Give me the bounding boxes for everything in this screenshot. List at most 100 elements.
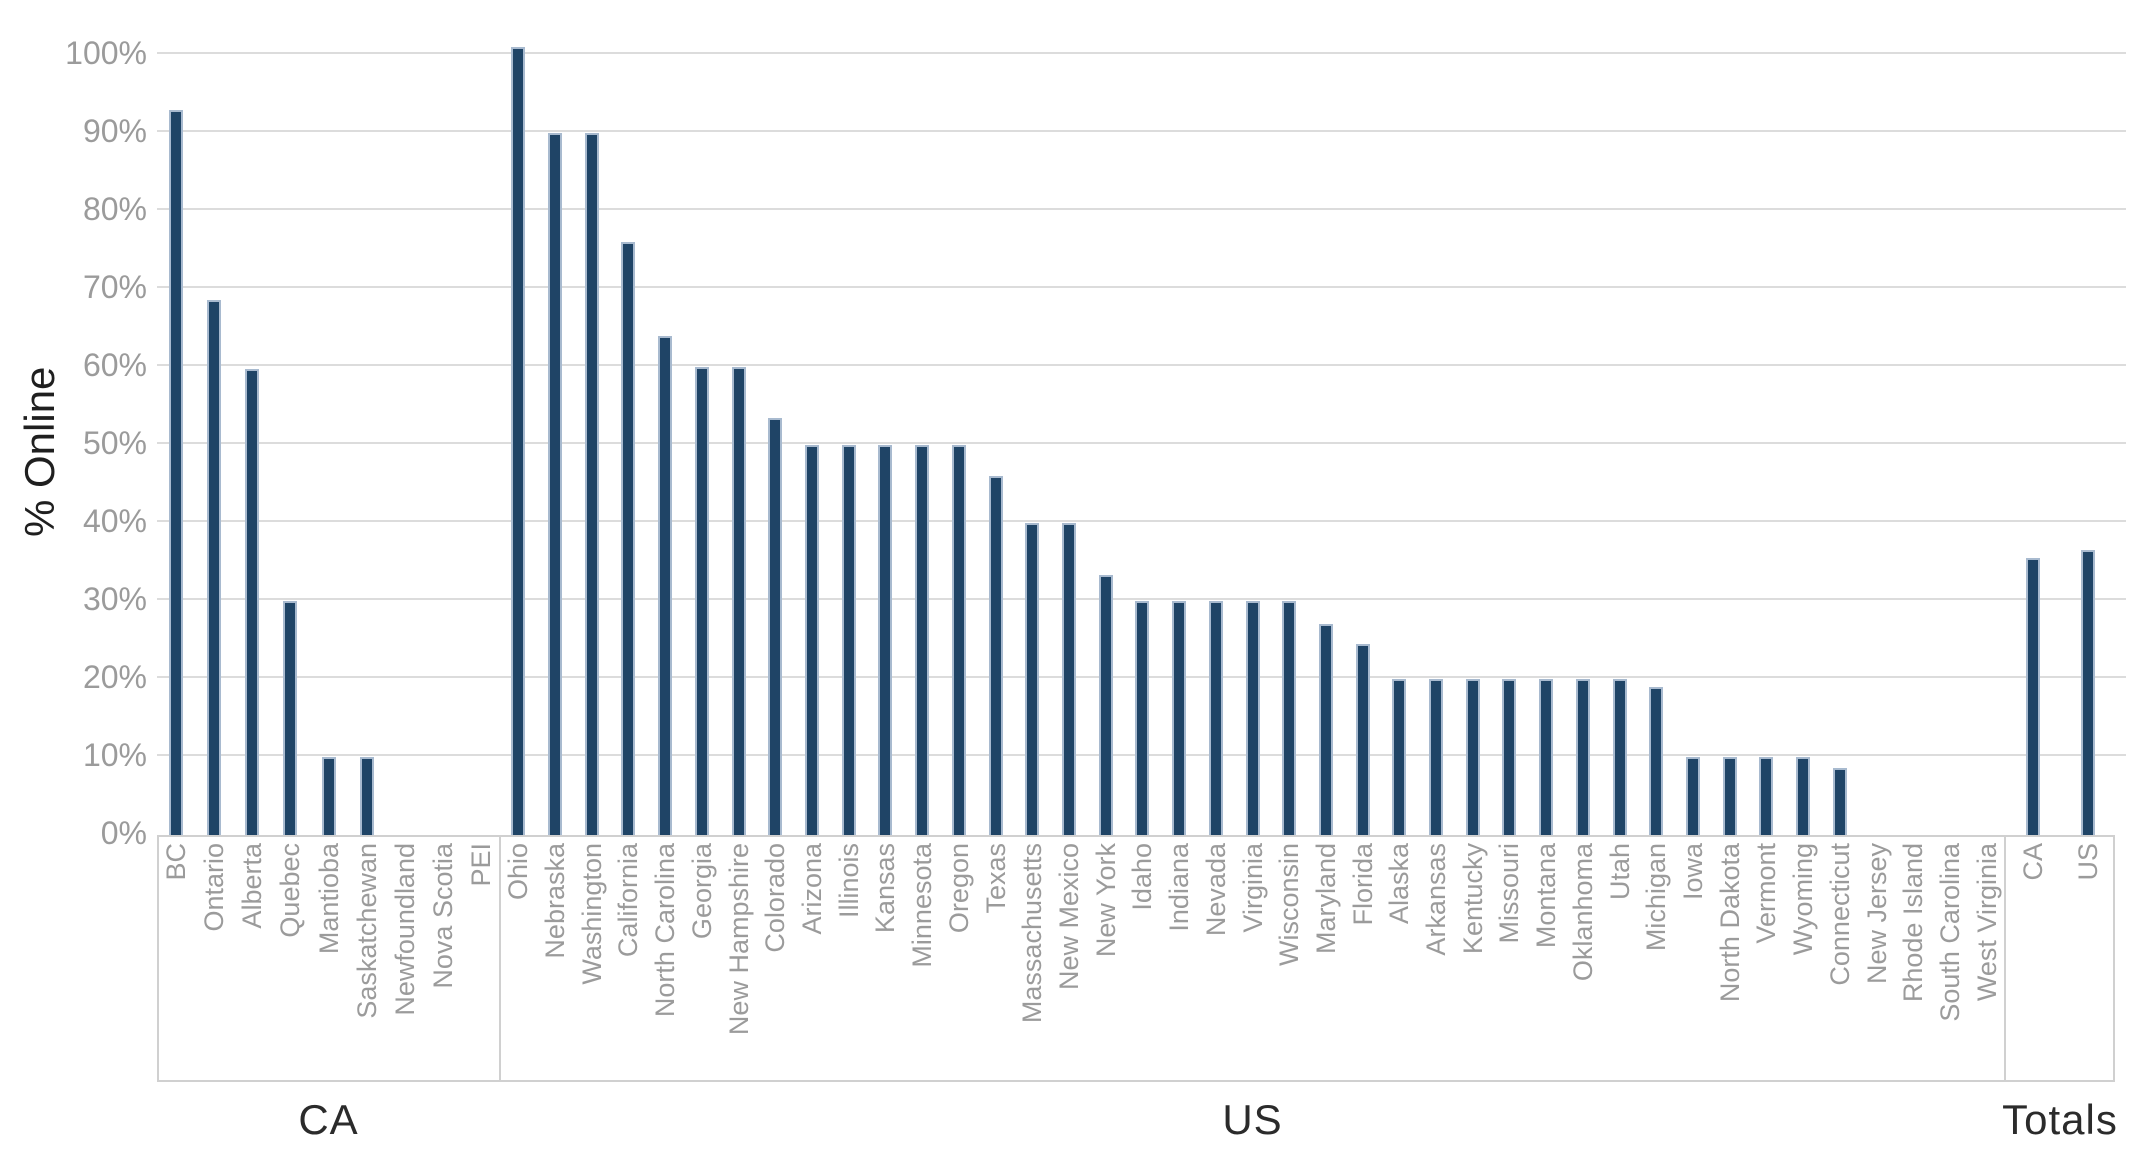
- x-label-text: Alberta: [237, 843, 268, 929]
- x-label-text: Arizona: [797, 843, 827, 935]
- gridline-100: [157, 52, 2126, 54]
- bar-us-arkansas: [1429, 679, 1444, 835]
- x-label-text: New Hampshire: [723, 843, 754, 1036]
- y-tick-label: 0%: [100, 815, 147, 851]
- x-label-text: Montana: [1531, 843, 1562, 949]
- x-label-text: North Carolina: [650, 843, 681, 1018]
- bar-us-iowa: [1685, 757, 1700, 835]
- x-label-text: Virginia: [1237, 843, 1268, 933]
- x-label-text: Kentucky: [1457, 843, 1488, 955]
- y-tick-label: 60%: [82, 347, 147, 383]
- gridline-40: [157, 520, 2126, 522]
- y-tick-label: 50%: [82, 425, 147, 461]
- y-tick-label: 70%: [82, 269, 147, 305]
- x-label-text: Saskatchewan: [351, 843, 382, 1019]
- x-label-text: Missouri: [1494, 843, 1525, 944]
- x-label-text: Mantioba: [313, 843, 344, 955]
- bar-us-georgia: [694, 367, 709, 835]
- x-label-text: Iowa: [1677, 843, 1708, 901]
- bar-us-california: [621, 242, 636, 835]
- bar-ca-bc: [169, 109, 184, 835]
- bar-us-colorado: [768, 417, 783, 835]
- x-label-text: Georgia: [686, 843, 717, 940]
- group-label-ca: CA: [298, 1096, 359, 1143]
- bar-us-connecticut: [1832, 767, 1847, 835]
- group-label-totals: Totals: [2002, 1096, 2118, 1143]
- x-label-text: Alaska: [1384, 843, 1415, 925]
- x-label-text: Washington: [576, 843, 607, 985]
- bar-us-michigan: [1649, 686, 1664, 835]
- gridline-30: [157, 598, 2126, 600]
- bar-us-arizona: [805, 445, 819, 835]
- x-label-text: Nevada: [1200, 843, 1231, 937]
- gridline-50: [157, 442, 2126, 444]
- x-label-text: Nebraska: [540, 843, 571, 959]
- y-tick-label: 40%: [82, 503, 147, 539]
- bar-us-vermont: [1759, 757, 1774, 835]
- bar-us-minnesota: [915, 445, 930, 835]
- bar-us-new-york: [1098, 575, 1113, 835]
- x-label-text: Newfoundland: [389, 843, 420, 1016]
- bar-us-florida: [1355, 643, 1370, 835]
- bar-us-indiana: [1172, 601, 1187, 835]
- bar-us-north-carolina: [658, 335, 673, 835]
- bar-ca-ontario: [207, 299, 222, 835]
- bar-ca-mantioba: [321, 757, 336, 835]
- bar-us-missouri: [1502, 679, 1517, 835]
- x-label-text: South Carolina: [1934, 843, 1965, 1022]
- x-label-text: Texas: [980, 843, 1011, 914]
- x-label-text: Oregon: [943, 843, 974, 934]
- y-tick-label: 10%: [82, 737, 147, 773]
- bar-totals-us: [2080, 550, 2095, 835]
- x-label-text: California: [613, 843, 644, 958]
- x-label-text: Wyoming: [1788, 843, 1819, 956]
- group-label-us: US: [1222, 1096, 1283, 1143]
- bar-us-new-mexico: [1061, 523, 1076, 835]
- bar-us-oregon: [951, 445, 966, 835]
- bar-ca-saskatchewan: [359, 757, 374, 835]
- x-label-text: Michigan: [1641, 843, 1672, 952]
- x-label-text: Massachusetts: [1017, 843, 1048, 1024]
- x-label-text: West Virginia: [1971, 843, 2002, 1002]
- x-label-text: Vermont: [1751, 843, 1782, 944]
- x-label-text: Indiana: [1164, 843, 1195, 932]
- bar-us-wyoming: [1796, 757, 1811, 835]
- group-divider: [499, 835, 501, 1082]
- bar-us-oklanhoma: [1575, 679, 1590, 835]
- gridline-80: [157, 208, 2126, 210]
- gridline-90: [157, 130, 2126, 132]
- bar-us-north-dakota: [1722, 757, 1737, 835]
- x-label-text: North Dakota: [1714, 843, 1745, 1003]
- x-label-text: Connecticut: [1824, 843, 1855, 986]
- bar-us-idaho: [1135, 601, 1150, 835]
- x-label-text: Wisconsin: [1274, 843, 1305, 967]
- bar-totals-ca: [2025, 558, 2040, 835]
- x-label-text: New York: [1090, 843, 1121, 958]
- bar-us-montana: [1539, 679, 1554, 835]
- bar-us-nevada: [1208, 601, 1223, 835]
- bar-us-maryland: [1318, 624, 1333, 835]
- x-label-text: Illinois: [833, 843, 864, 919]
- bar-us-virginia: [1245, 601, 1260, 835]
- x-axis-label-box: [157, 835, 2115, 1082]
- x-label-text: Kansas: [870, 843, 901, 934]
- bar-us-nebraska: [548, 133, 563, 835]
- y-tick-label: 100%: [65, 35, 147, 71]
- bar-us-texas: [988, 476, 1003, 835]
- y-tick-label: 30%: [82, 581, 147, 617]
- x-label-text: PEI: [465, 843, 496, 887]
- bar-us-alaska: [1392, 679, 1407, 835]
- bar-us-massachusetts: [1025, 523, 1040, 835]
- bar-us-utah: [1612, 679, 1627, 835]
- x-label-text: New Mexico: [1053, 843, 1084, 991]
- y-tick-label: 90%: [82, 113, 147, 149]
- x-label-text: US: [2072, 843, 2103, 881]
- x-label-text: CA: [2017, 843, 2048, 881]
- bar-ca-quebec: [283, 601, 298, 835]
- y-tick-label: 80%: [82, 191, 147, 227]
- x-label-text: Arkansas: [1421, 843, 1452, 956]
- group-divider: [2004, 835, 2006, 1082]
- bar-us-illinois: [841, 445, 856, 835]
- bar-us-new-hampshire: [731, 367, 746, 835]
